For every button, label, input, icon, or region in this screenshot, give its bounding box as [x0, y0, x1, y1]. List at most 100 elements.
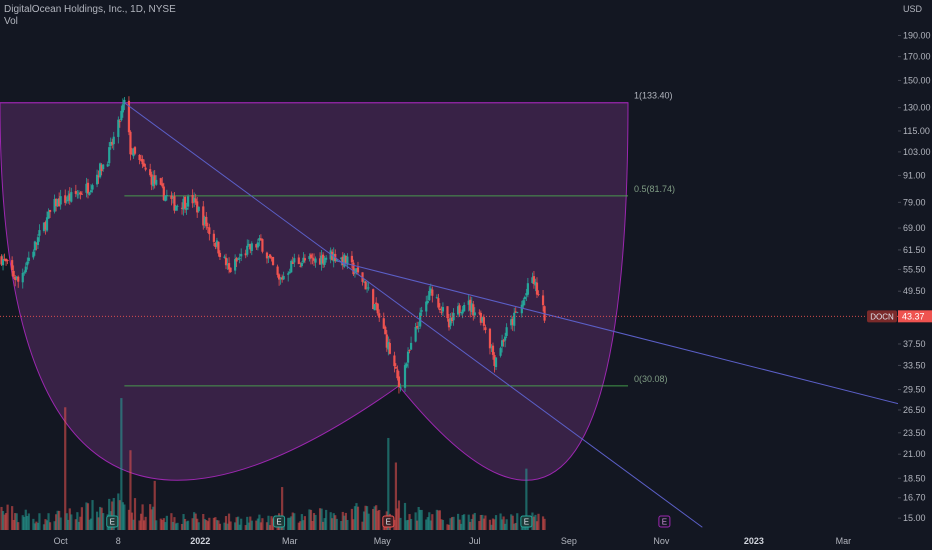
- candle-body: [271, 256, 275, 265]
- candle-body: [499, 348, 502, 356]
- volume-bar: [244, 525, 247, 530]
- drawing-layer: [0, 102, 899, 528]
- candle-body: [108, 147, 111, 164]
- earnings-marker: E: [106, 515, 119, 528]
- volume-bar: [452, 516, 455, 530]
- candle-body: [428, 291, 431, 301]
- candle-body: [247, 243, 250, 246]
- candle-body: [59, 196, 62, 205]
- candle-body: [0, 256, 3, 265]
- candle-body: [352, 262, 355, 275]
- candle-body: [408, 350, 411, 351]
- candle-body: [91, 185, 94, 190]
- volume-bar: [197, 522, 200, 530]
- candle-body: [141, 159, 144, 165]
- volume-bar: [237, 516, 240, 530]
- candle-body: [449, 318, 452, 326]
- candle-body: [99, 163, 102, 178]
- price-tag-symbol: DOCN: [870, 312, 894, 321]
- volume-bar: [3, 514, 6, 530]
- candle-body: [55, 198, 58, 207]
- candle-body: [300, 262, 303, 267]
- volume-bar: [48, 522, 52, 530]
- volume-bar: [376, 510, 379, 530]
- candle-body: [302, 257, 305, 263]
- candle-body: [85, 183, 88, 193]
- candle-body: [491, 345, 495, 355]
- candle-body: [426, 301, 429, 303]
- candle-body: [132, 148, 135, 157]
- candle-body: [258, 238, 261, 241]
- volume-bar: [153, 480, 156, 530]
- candle-body: [80, 193, 84, 195]
- candle-body: [484, 327, 487, 331]
- candle-body: [249, 244, 252, 250]
- candle-body: [378, 313, 381, 318]
- candle-body: [472, 304, 475, 316]
- candle-body: [479, 312, 482, 323]
- candle-body: [417, 327, 420, 329]
- volume-bar: [481, 514, 484, 530]
- y-tick-label: 18.50: [903, 473, 926, 483]
- x-tick-label: 8: [116, 536, 121, 546]
- volume-bar: [532, 516, 536, 530]
- volume-bar: [259, 522, 263, 530]
- candle-layer: [0, 96, 546, 394]
- earnings-marker: E: [273, 515, 286, 528]
- candle-body: [309, 254, 313, 258]
- candle-body: [203, 217, 206, 225]
- candle-body: [171, 197, 175, 199]
- volume-bar: [183, 518, 187, 530]
- y-tick-label: 21.00: [903, 449, 926, 459]
- candle-body: [516, 311, 519, 313]
- candle-body: [281, 277, 284, 280]
- candle-body: [373, 304, 376, 311]
- volume-bar: [373, 506, 376, 530]
- volume-bar: [482, 518, 485, 530]
- volume-bar: [249, 516, 252, 530]
- candle-body: [375, 302, 378, 305]
- volume-bar: [437, 510, 440, 530]
- candle-body: [162, 186, 165, 201]
- y-tick-label: 190.00: [903, 30, 931, 40]
- volume-bar: [332, 513, 335, 530]
- candle-body: [3, 258, 6, 260]
- candle-body: [155, 179, 158, 185]
- volume-bar: [505, 519, 508, 530]
- volume-bar: [281, 487, 284, 530]
- candle-body: [350, 255, 354, 263]
- candle-body: [202, 206, 205, 226]
- volume-bar: [4, 513, 8, 530]
- candle-body: [321, 254, 325, 264]
- candle-body: [161, 183, 164, 187]
- candle-body: [170, 195, 173, 199]
- fib-level-label: 0.5(81.74): [634, 184, 675, 194]
- candle-body: [393, 355, 396, 367]
- candle-body: [259, 238, 263, 241]
- candle-body: [138, 154, 141, 161]
- candle-body: [522, 300, 525, 306]
- volume-bar: [414, 512, 417, 530]
- candle-body: [344, 255, 347, 264]
- volume-bar: [123, 504, 126, 530]
- volume-bar: [112, 498, 115, 530]
- candle-body: [38, 230, 41, 236]
- volume-bar: [176, 522, 179, 530]
- candle-body: [143, 163, 146, 167]
- candle-body: [64, 195, 67, 203]
- candle-body: [250, 243, 253, 251]
- earnings-label: E: [524, 518, 529, 527]
- candle-body: [384, 326, 387, 335]
- candle-body: [117, 119, 120, 137]
- candle-body: [11, 260, 14, 271]
- y-tick-label: 103.00: [903, 147, 931, 157]
- candle-body: [362, 281, 366, 283]
- volume-bar: [534, 514, 537, 530]
- volume-bar: [118, 500, 121, 530]
- volume-bar: [267, 515, 270, 530]
- volume-bar: [446, 524, 449, 530]
- volume-bar: [431, 514, 434, 530]
- candle-body: [537, 294, 540, 295]
